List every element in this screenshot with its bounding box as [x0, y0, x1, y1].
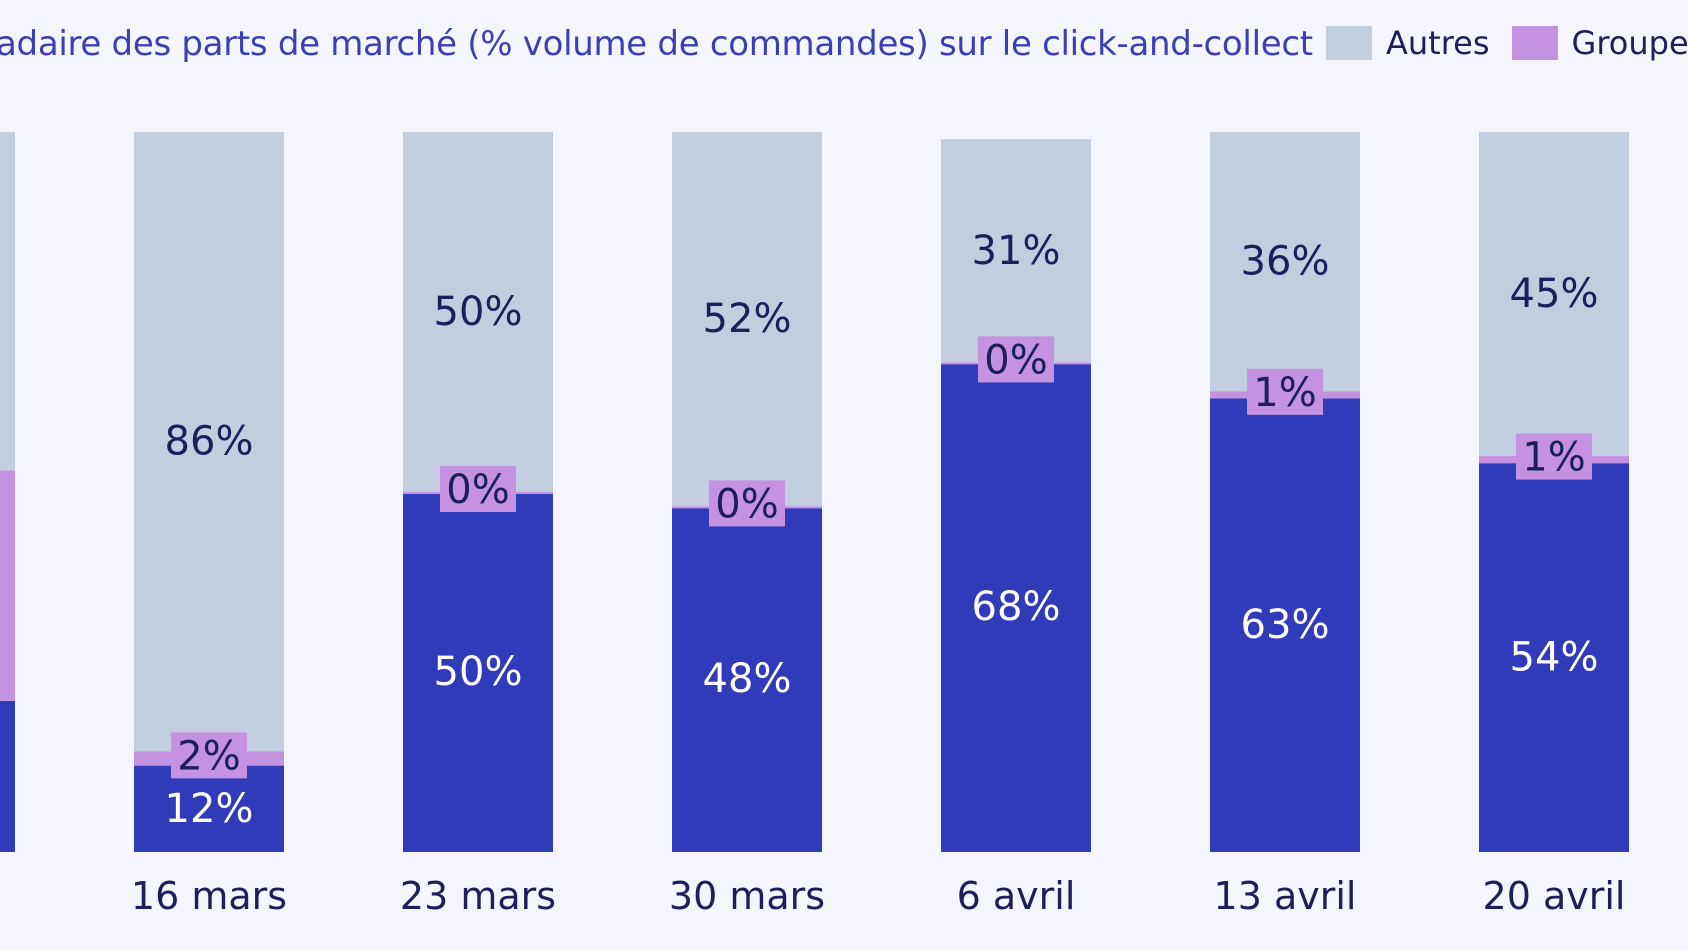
bar-segment-groupe-0 — [0, 470, 15, 701]
bar-group-6: 54% 1% 45% — [1479, 132, 1629, 852]
data-label-groupe-4: 0% — [984, 337, 1047, 383]
bar-segment-autres-1 — [134, 132, 284, 752]
data-label-autres-4: 31% — [972, 228, 1061, 274]
bar-group-2: 50% 0% 50% — [403, 132, 553, 852]
legend-item-autres: Autres — [1326, 24, 1490, 62]
data-label-bg-groupe-1 — [171, 732, 247, 779]
bar-segment-autres-0 — [0, 132, 15, 471]
data-label-groupe-2: 0% — [446, 467, 509, 513]
bar-segment-main-4 — [941, 362, 1091, 852]
data-label-autres-6: 45% — [1510, 271, 1599, 317]
data-label-main-6: 54% — [1510, 635, 1599, 681]
data-label-bg-groupe-3 — [709, 480, 785, 527]
data-label-groupe-6: 1% — [1522, 435, 1585, 481]
legend-label-autres: Autres — [1386, 24, 1490, 62]
x-tick-label-2: 23 mars — [400, 874, 556, 918]
legend-label-groupe: Groupe F — [1571, 24, 1688, 62]
data-label-bg-groupe-4 — [978, 336, 1054, 383]
bar-segment-main-1 — [134, 765, 284, 852]
bar-segment-main-0 — [0, 700, 15, 852]
legend-swatch-groupe — [1511, 26, 1558, 60]
data-label-main-2: 50% — [434, 649, 523, 695]
bar-group-4: 68% 0% 31% — [941, 139, 1091, 852]
legend: Autres Groupe F — [1326, 24, 1688, 62]
x-tick-label-6: 20 avril — [1483, 874, 1626, 918]
legend-swatch-autres — [1326, 26, 1372, 60]
data-label-main-5: 63% — [1241, 602, 1330, 648]
data-label-bg-groupe-6 — [1516, 433, 1592, 480]
bar-group-3: 48% 0% 52% — [672, 132, 822, 852]
bar-segment-autres-6 — [1479, 132, 1629, 456]
bar-segment-main-2 — [403, 492, 553, 852]
data-label-main-4: 68% — [972, 584, 1061, 630]
x-tick-label-5: 13 avril — [1214, 874, 1357, 918]
bar-segment-main-5 — [1210, 398, 1360, 852]
data-label-autres-2: 50% — [434, 289, 523, 335]
data-label-main-1: 12% — [165, 786, 254, 832]
x-tick-label-1: 16 mars — [131, 874, 287, 918]
data-label-bg-groupe-2 — [440, 466, 516, 512]
bar-segment-main-3 — [672, 506, 822, 852]
data-label-groupe-1: 2% — [177, 733, 240, 779]
data-label-bg-groupe-5 — [1247, 368, 1323, 415]
data-label-main-3: 48% — [703, 656, 792, 702]
data-label-autres-1: 86% — [165, 419, 254, 465]
x-tick-label-4: 6 avril — [957, 874, 1076, 918]
data-label-groupe-3: 0% — [715, 481, 778, 527]
data-label-groupe-5: 1% — [1253, 370, 1316, 416]
data-label-autres-3: 52% — [703, 296, 792, 342]
bar-segment-autres-4 — [941, 139, 1091, 363]
bar-group-5: 63% 1% 36% — [1210, 132, 1360, 852]
bar-group-0 — [0, 132, 15, 852]
x-tick-label-3: 30 mars — [669, 874, 825, 918]
bar-group-1: 12% 2% 86% — [134, 132, 284, 852]
chart-title: adaire des parts de marché (% volume de … — [0, 24, 1313, 64]
legend-item-groupe: Groupe F — [1511, 24, 1688, 62]
bar-segment-main-6 — [1479, 463, 1629, 852]
bar-segment-autres-5 — [1210, 132, 1360, 392]
data-label-autres-5: 36% — [1241, 239, 1330, 285]
bar-segment-autres-3 — [672, 132, 822, 507]
bar-segment-autres-2 — [403, 132, 553, 492]
